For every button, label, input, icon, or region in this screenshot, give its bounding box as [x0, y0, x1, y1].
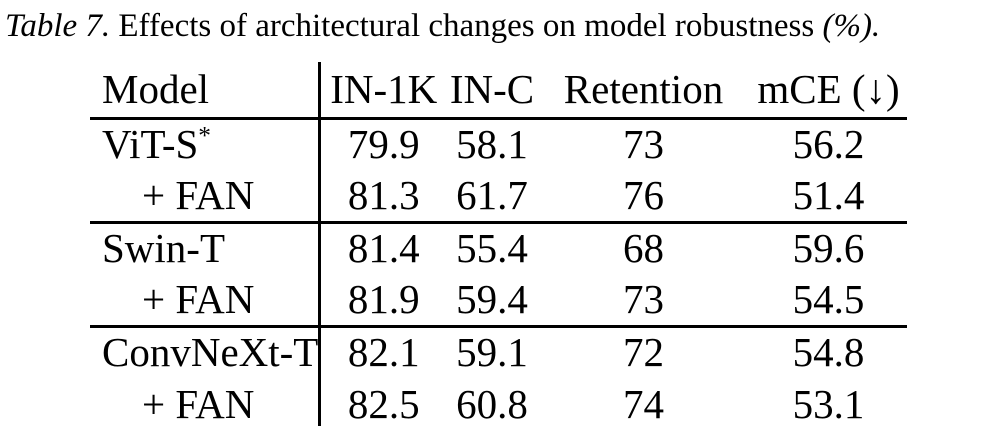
model-name-cell: + FAN [90, 274, 321, 326]
col-header-mce: mCE (↓) [757, 65, 900, 112]
in1k-value: 81.3 [347, 171, 420, 218]
model-name-cell: + FAN [90, 378, 321, 426]
retention-value: 76 [623, 171, 664, 218]
model-group-convnext: ConvNeXt-T 82.1 59.1 72 54.8 + FAN 82.5 … [90, 326, 907, 426]
model-name-cell: ViT-S* [90, 118, 321, 170]
mce-value: 59.6 [792, 225, 865, 272]
mce-value: 54.5 [792, 275, 865, 322]
model-name: + FAN [142, 275, 255, 322]
in1k-value: 81.9 [347, 275, 420, 322]
model-name: Swin-T [102, 225, 225, 272]
retention-value: 74 [623, 380, 664, 426]
mce-value: 51.4 [792, 171, 865, 218]
table-row: ViT-S* 79.9 58.1 73 56.2 [90, 118, 907, 170]
model-name-cell: ConvNeXt-T [90, 326, 321, 378]
col-header-in1k: IN-1K [330, 65, 438, 112]
inc-value: 55.4 [456, 225, 528, 272]
inc-value: 61.7 [456, 171, 528, 218]
col-header-inc: IN-C [449, 65, 535, 112]
retention-value: 73 [623, 275, 664, 322]
inc-value: 59.4 [456, 275, 528, 322]
caption-text: Effects of architectural changes on mode… [118, 8, 815, 44]
header-row: Model IN-1K IN-C Retention mCE (↓) [90, 62, 907, 118]
in1k-value: 82.5 [347, 380, 420, 426]
table-caption: Table 7. Effects of architectural change… [5, 4, 880, 48]
retention-value: 68 [623, 225, 664, 272]
in1k-value: 81.4 [347, 225, 420, 272]
caption-suffix: (%). [822, 8, 881, 44]
table-row: + FAN 82.5 60.8 74 53.1 [90, 378, 907, 426]
retention-value: 73 [623, 121, 664, 168]
in1k-value: 79.9 [347, 121, 420, 168]
model-group-vit: ViT-S* 79.9 58.1 73 56.2 + FAN 81.3 61.7… [90, 118, 907, 222]
inc-value: 60.8 [456, 380, 528, 426]
table-row: + FAN 81.3 61.7 76 51.4 [90, 170, 907, 222]
retention-value: 72 [623, 329, 664, 376]
table-row: Swin-T 81.4 55.4 68 59.6 [90, 222, 907, 274]
model-name: + FAN [142, 380, 255, 426]
table-row: ConvNeXt-T 82.1 59.1 72 54.8 [90, 326, 907, 378]
table-row: + FAN 81.9 59.4 73 54.5 [90, 274, 907, 326]
inc-value: 58.1 [456, 121, 528, 168]
mce-value: 54.8 [792, 329, 865, 376]
model-name-cell: Swin-T [90, 222, 321, 274]
model-name: ConvNeXt-T [102, 329, 319, 376]
mce-value: 53.1 [792, 380, 865, 426]
in1k-value: 82.1 [347, 329, 420, 376]
model-name-cell: + FAN [90, 170, 321, 222]
col-header-retention: Retention [563, 65, 724, 112]
col-header-model: Model [90, 62, 321, 118]
results-table: Model IN-1K IN-C Retention mCE (↓) ViT-S… [90, 62, 907, 426]
mce-value: 56.2 [792, 121, 865, 168]
model-name: + FAN [142, 171, 255, 218]
inc-value: 59.1 [456, 329, 528, 376]
model-superscript: * [198, 121, 211, 150]
model-group-swin: Swin-T 81.4 55.4 68 59.6 + FAN 81.9 59.4… [90, 222, 907, 326]
caption-label: Table 7. [5, 8, 111, 44]
model-name: ViT-S [102, 121, 199, 168]
